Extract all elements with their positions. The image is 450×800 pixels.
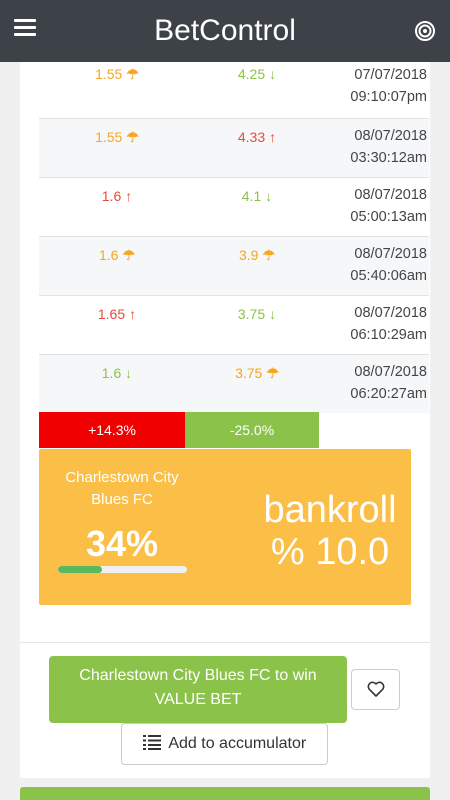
odds-time: 09:10:07pm <box>350 89 427 105</box>
odds-timestamp: 08/07/2018 06:10:29am <box>327 302 427 346</box>
odds-row: 1.6 ↑ 4.1 ↓ 08/07/2018 05:00:13am <box>39 177 429 236</box>
list-icon <box>142 735 161 751</box>
odds-timestamp: 08/07/2018 06:20:27am <box>327 361 427 405</box>
arrow-down-icon: ↓ <box>269 306 277 322</box>
home-odds-value: 1.6 <box>98 247 119 263</box>
home-odds-value: 1.6 <box>101 365 122 381</box>
odds-time: 03:30:12am <box>350 150 427 166</box>
odds-time: 05:00:13am <box>350 209 427 225</box>
arrow-up-icon: ↑ <box>125 188 133 204</box>
away-odds-value: 4.33 <box>237 129 266 145</box>
arrow-down-icon: ↓ <box>269 66 277 82</box>
odds-history-table: 1.55 ☂ 4.25 ↓ 07/07/2018 09:10:07pm 1.55 ☂ 4.33 ↑… <box>39 62 429 413</box>
away-odds-value: 3.75 <box>235 365 263 381</box>
away-odds: 4.1 ↓ <box>227 188 287 204</box>
odds-time: 06:20:27am <box>350 386 427 402</box>
odds-date: 08/07/2018 <box>354 246 427 262</box>
odds-row: 1.55 ☂ 4.25 ↓ 07/07/2018 09:10:07pm <box>39 62 429 118</box>
heart-icon <box>367 681 384 697</box>
arrow-down-icon: ↓ <box>265 188 273 204</box>
add-to-accumulator-label: Add to accumulator <box>168 735 307 752</box>
probability-bar-fill <box>58 566 102 573</box>
home-odds: 1.6 ↓ <box>87 365 147 381</box>
odds-row: 1.6 ↓ 3.75 ☂ 08/07/2018 06:20:27am <box>39 354 429 413</box>
odds-date: 08/07/2018 <box>354 187 427 203</box>
odds-timestamp: 08/07/2018 05:40:06am <box>327 243 427 287</box>
top-bar: BetControl <box>0 0 450 62</box>
bankroll-value: % 10.0 <box>270 531 390 573</box>
target-icon[interactable] <box>414 20 436 42</box>
arrow-up-icon: ↑ <box>269 129 277 145</box>
value-bet-button-subtitle: VALUE BET <box>154 691 242 708</box>
odds-timestamp: 08/07/2018 05:00:13am <box>327 184 427 228</box>
away-odds: 3.75 ↓ <box>227 306 287 322</box>
odds-timestamp: 07/07/2018 09:10:07pm <box>327 64 427 108</box>
negative-change-badge: -25.0% <box>185 412 319 448</box>
bankroll-label: bankroll <box>263 489 397 531</box>
away-odds-value: 3.9 <box>238 247 259 263</box>
away-odds: 4.33 ↑ <box>227 129 287 145</box>
value-bet-button[interactable]: Charlestown City Blues FC to win VALUE B… <box>49 656 347 723</box>
away-odds-value: 3.75 <box>237 306 266 322</box>
home-odds: 1.55 ☂ <box>87 66 147 83</box>
odds-row: 1.55 ☂ 4.33 ↑ 08/07/2018 03:30:12am <box>39 118 429 177</box>
match-card: 1.55 ☂ 4.25 ↓ 07/07/2018 09:10:07pm 1.55 ☂ 4.33 ↑… <box>20 62 430 778</box>
probability-bar <box>58 566 187 573</box>
umbrella-icon: ☂ <box>266 365 279 381</box>
divider <box>20 642 430 643</box>
home-odds-value: 1.55 <box>95 66 123 82</box>
away-odds: 4.25 ↓ <box>227 66 287 82</box>
home-odds: 1.55 ☂ <box>87 129 147 146</box>
away-odds: 3.75 ☂ <box>227 365 287 382</box>
odds-row: 1.65 ↑ 3.75 ↓ 08/07/2018 06:10:29am <box>39 295 429 354</box>
umbrella-icon: ☂ <box>262 247 276 263</box>
positive-change-badge: +14.3% <box>39 412 185 448</box>
home-odds-value: 1.55 <box>95 129 123 145</box>
odds-time: 06:10:29am <box>350 327 427 343</box>
odds-time: 05:40:06am <box>350 268 427 284</box>
home-odds: 1.65 ↑ <box>87 306 147 322</box>
arrow-down-icon: ↓ <box>125 365 133 381</box>
away-odds-value: 4.25 <box>237 66 266 82</box>
odds-date: 08/07/2018 <box>354 305 427 321</box>
win-probability: 34% <box>85 523 159 564</box>
arrow-up-icon: ↑ <box>129 306 137 322</box>
bottom-action-strip[interactable] <box>20 787 430 800</box>
umbrella-icon: ☂ <box>126 66 139 82</box>
home-odds: 1.6 ☂ <box>87 247 147 264</box>
odds-date: 07/07/2018 <box>354 67 427 83</box>
home-odds-value: 1.6 <box>101 188 122 204</box>
value-bet-button-title: Charlestown City Blues FC to win <box>79 667 317 684</box>
odds-row: 1.6 ☂ 3.9 ☂ 08/07/2018 05:40:06am <box>39 236 429 295</box>
favorite-button[interactable] <box>351 669 400 710</box>
add-to-accumulator-button[interactable]: Add to accumulator <box>121 723 328 765</box>
home-odds-value: 1.65 <box>97 306 126 322</box>
team-name: Charlestown City Blues FC <box>65 469 179 508</box>
odds-change-bar: +14.3% -25.0% <box>39 412 429 448</box>
odds-date: 08/07/2018 <box>354 128 427 144</box>
stake-box: Charlestown City Blues FC 34% bankroll %… <box>39 449 411 605</box>
umbrella-icon: ☂ <box>122 247 136 263</box>
away-odds: 3.9 ☂ <box>227 247 287 264</box>
umbrella-icon: ☂ <box>126 129 139 145</box>
home-odds: 1.6 ↑ <box>87 188 147 204</box>
away-odds-value: 4.1 <box>241 188 262 204</box>
odds-timestamp: 08/07/2018 03:30:12am <box>327 125 427 169</box>
app-title: BetControl <box>154 14 296 47</box>
hamburger-menu-icon[interactable] <box>14 19 36 41</box>
odds-date: 08/07/2018 <box>354 364 427 380</box>
